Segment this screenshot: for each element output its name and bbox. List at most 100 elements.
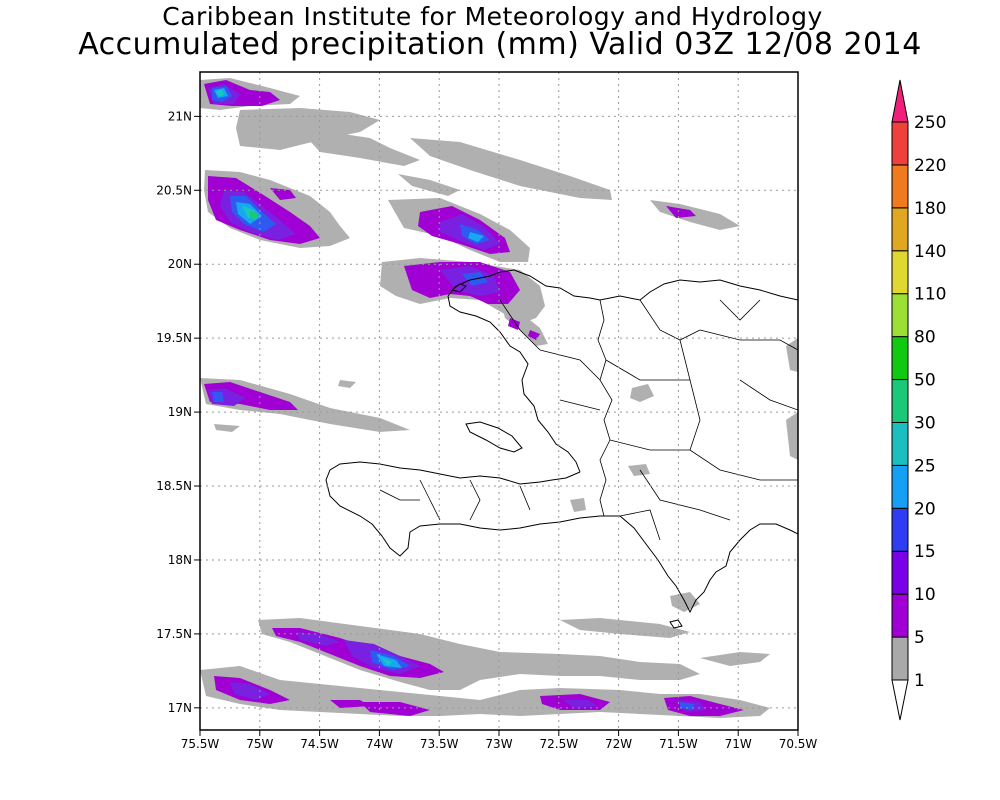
colorbar-box [891,250,909,295]
lat-tick-label: 20.5N [156,183,192,197]
province-boundary [719,299,761,321]
lon-tick-label: 75.5W [181,737,220,751]
colorbar-level-label: 50 [914,371,936,391]
lon-tick-label: 73.5W [420,737,459,751]
colorbar-upper-arrow [891,79,909,123]
colorbar-box [891,464,909,509]
colorbar-level-label: 110 [914,285,946,305]
precip-area [570,498,586,512]
colorbar-box [891,550,909,595]
precip-area [216,90,224,96]
province-boundary [499,299,541,351]
axis-ticks: 75.5W 75W 74.5W 74W 73.5W 73W 72.5W 72W 71.5W 71W… [156,109,817,751]
colorbar-level-label: 10 [914,585,936,605]
province-boundary [739,379,798,411]
administrative-boundaries [379,299,798,541]
precip-area [680,702,694,710]
lon-tick-label: 75W [246,737,273,751]
colorbar-box [891,164,909,209]
lon-tick-label: 71.5W [659,737,698,751]
precip-area [214,424,240,432]
precip-green-areas [250,210,258,220]
colorbar-box [891,293,909,338]
precipitation-layer [200,78,798,718]
province-boundary [419,479,441,521]
precip-area [564,700,598,708]
colorbar-box [891,121,909,166]
colorbar-level-label: 220 [914,156,946,176]
precip-area [786,412,798,460]
precip-area [212,392,224,402]
precip-area [468,232,484,242]
precip-area [630,384,654,402]
lat-tick-label: 17.5N [156,627,192,641]
precip-area [628,464,650,476]
lon-tick-label: 74.5W [300,737,339,751]
tortuga-island-outline [450,283,467,293]
colorbar-level-label: 20 [914,499,936,519]
precip-area [250,210,258,220]
lat-tick-label: 18N [168,553,192,567]
lat-tick-label: 20N [168,257,192,271]
province-boundary [469,479,481,521]
colorbar-box [891,421,909,466]
precip-area [338,380,356,388]
tiburon-peninsula-outline [325,461,798,614]
product-title: Accumulated precipitation (mm) Valid 03Z… [78,27,922,62]
province-boundary [519,485,531,511]
precip-area [360,702,430,716]
province-boundary [605,359,690,381]
gonave-island-outline [465,421,523,453]
colorbar-level-label: 180 [914,199,946,219]
precip-area [296,632,340,646]
province-boundary [639,299,701,341]
precip-area [270,188,296,200]
colorbar-level-label: 15 [914,542,936,562]
precip-area [300,130,420,166]
institute-title: Caribbean Institute for Meteorology and … [162,2,823,31]
colorbar-box [891,336,909,381]
province-boundary [539,349,601,381]
province-boundary [379,489,420,501]
precip-area [700,652,770,666]
lon-tick-label: 72.5W [540,737,579,751]
precip-lightblue-areas [214,88,484,668]
lat-tick-label: 17N [168,701,192,715]
precip-area [786,338,798,372]
haiti-west-coast-outline [447,295,581,473]
lon-tick-label: 72W [605,737,632,751]
precip-area [528,330,540,340]
precip-area [382,658,392,666]
colorbar-box [891,207,909,252]
colorbar-lower-arrow [891,679,909,721]
lat-tick-label: 21N [168,109,192,123]
map-gridlines [200,72,798,730]
province-boundary [609,439,798,481]
colorbar-box [891,507,909,552]
province-boundary [619,509,661,541]
colorbar-level-label: 30 [914,413,936,433]
colorbar-level-label: 25 [914,456,936,476]
precip-area [230,682,270,700]
lat-tick-label: 19.5N [156,331,192,345]
province-boundary [699,329,798,351]
precip-area [508,318,520,330]
colorbar-level-label: 1 [914,671,925,691]
haiti-dr-border [597,299,613,517]
colorbar-box [891,379,909,423]
precip-area [258,618,700,690]
lon-tick-label: 71W [725,737,752,751]
province-boundary [559,399,601,411]
saona-island-outline [669,619,683,629]
colorbar-level-label: 5 [914,628,925,648]
colorbar-level-label: 250 [914,113,946,133]
precip-area [560,618,690,638]
lon-tick-label: 73W [485,737,512,751]
colorbar-level-label: 140 [914,242,946,262]
precip-area [236,108,380,150]
lon-tick-label: 74W [366,737,393,751]
colorbar-box [891,593,909,638]
colorbar-box [891,636,909,681]
precip-area [666,206,696,218]
